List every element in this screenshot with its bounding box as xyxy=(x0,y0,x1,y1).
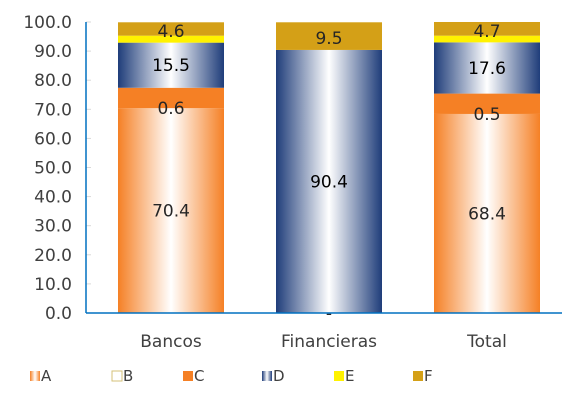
bar-e-total xyxy=(434,35,540,43)
legend-swatch xyxy=(413,371,423,381)
data-label-c-bancos: 0.6 xyxy=(157,99,184,119)
bar-d-total xyxy=(434,42,540,94)
legend-item-b: B xyxy=(111,367,133,385)
legend-swatch xyxy=(262,371,272,381)
x-axis: Bancos Financieras Total xyxy=(86,312,562,352)
data-label-c-total: 0.5 xyxy=(473,105,500,125)
legend-swatch xyxy=(30,371,40,381)
data-label-d-bancos: 15.5 xyxy=(152,56,190,76)
legend-swatch xyxy=(183,371,193,381)
y-tick-label: 100.0 xyxy=(23,13,72,33)
bar-d-bancos xyxy=(118,42,224,88)
legend-swatch xyxy=(334,371,344,381)
data-label-d-total: 17.6 xyxy=(468,59,506,79)
bar-a-bancos xyxy=(118,108,224,313)
data-label-a-bancos: 70.4 xyxy=(152,202,190,222)
legend-item-d: D xyxy=(262,367,285,385)
bar-f-financieras xyxy=(276,22,382,50)
x-tick-label: Total xyxy=(466,332,507,352)
y-tick-label: 90.0 xyxy=(34,42,72,62)
y-tick-label: 80.0 xyxy=(34,71,72,91)
x-tick-label: Financieras xyxy=(281,332,377,352)
data-label-c-financieras: - xyxy=(326,304,332,324)
y-tick-label: 40.0 xyxy=(34,188,72,208)
legend-item-f: F xyxy=(413,367,433,385)
y-tick-label: 0.0 xyxy=(45,304,72,324)
legend-label: D xyxy=(273,367,285,385)
legend-item-e: E xyxy=(334,367,354,385)
legend-item-a: A xyxy=(30,367,52,385)
y-tick-label: 50.0 xyxy=(34,159,72,179)
bars xyxy=(118,22,540,314)
legend-swatch xyxy=(111,370,123,382)
legend-label: C xyxy=(194,367,204,385)
bar-d-financieras xyxy=(276,49,382,313)
bar-c-bancos xyxy=(118,87,224,109)
data-labels: 70.4 0.6 15.5 4.6 - 90.4 9.5 68.4 0.5 17.6 4.7 xyxy=(152,22,506,324)
legend-label: A xyxy=(41,367,52,385)
y-tick-label: 60.0 xyxy=(34,129,72,149)
bar-f-bancos xyxy=(118,22,224,36)
y-tick-label: 70.0 xyxy=(34,100,72,120)
bar-f-total xyxy=(434,22,540,36)
data-label-a-total: 68.4 xyxy=(468,204,506,224)
y-tick-label: 10.0 xyxy=(34,275,72,295)
legend-label: E xyxy=(345,367,354,385)
bar-a-total xyxy=(434,113,540,314)
bar-c-total xyxy=(434,93,540,114)
legend: A B C D E F xyxy=(30,367,433,385)
legend-label: B xyxy=(123,367,133,385)
bar-e-bancos xyxy=(118,35,224,43)
data-label-d-financieras: 90.4 xyxy=(310,172,348,192)
data-label-f-bancos: 4.6 xyxy=(157,22,184,42)
data-label-f-total: 4.7 xyxy=(473,22,500,42)
data-label-f-financieras: 9.5 xyxy=(315,29,342,49)
y-tick-label: 20.0 xyxy=(34,246,72,266)
legend-item-c: C xyxy=(183,367,204,385)
legend-label: F xyxy=(424,367,433,385)
y-axis: 0.0 10.0 20.0 30.0 40.0 50.0 60.0 70.0 80.0 90.0 1… xyxy=(23,13,91,324)
y-tick-label: 30.0 xyxy=(34,217,72,237)
x-tick-label: Bancos xyxy=(140,332,202,352)
